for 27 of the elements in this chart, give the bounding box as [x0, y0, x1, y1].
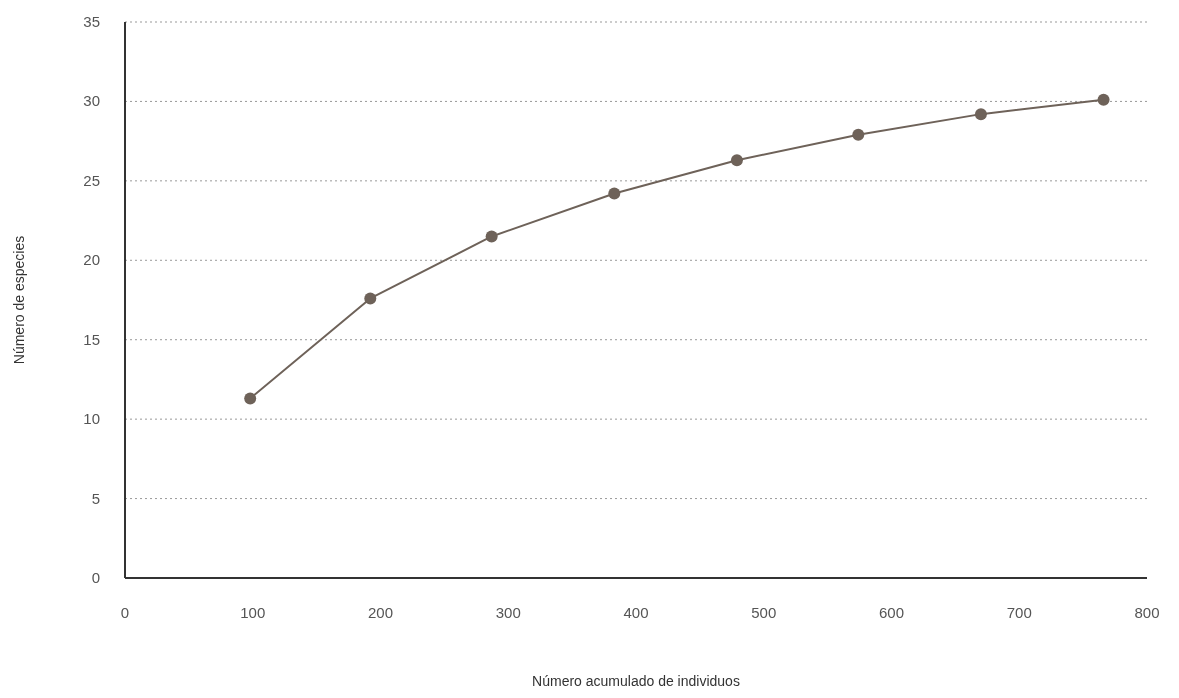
y-tick-label: 20 — [83, 251, 100, 269]
x-tick-label: 300 — [495, 604, 521, 621]
y-tick-label: 15 — [83, 330, 100, 348]
point — [244, 392, 257, 405]
y-tick-label: 30 — [83, 92, 100, 110]
x-tick-label: 800 — [1134, 604, 1160, 621]
x-tick-label: 400 — [623, 604, 649, 621]
y-axis-title: Número de especies — [11, 235, 27, 365]
point — [730, 154, 743, 167]
x-tick-label: 100 — [240, 604, 266, 621]
point — [852, 128, 865, 141]
x-tick-label: 0 — [120, 604, 130, 621]
x-tick-label: 700 — [1006, 604, 1032, 621]
y-tick-label: 10 — [83, 410, 100, 428]
point — [1097, 93, 1110, 106]
y-tick-label: 25 — [83, 171, 100, 189]
x-tick-label: 600 — [878, 604, 905, 621]
x-tick-label: 200 — [367, 604, 394, 621]
point — [974, 108, 987, 121]
x-axis-title: Número acumulado de individuos — [532, 673, 740, 689]
y-tick-label: 35 — [83, 13, 100, 30]
x-tick-label: 500 — [751, 604, 777, 621]
point — [364, 292, 377, 305]
y-tick-label: 5 — [91, 489, 100, 507]
point — [608, 187, 621, 200]
point — [485, 230, 498, 243]
y-tick-label: 0 — [91, 569, 100, 586]
